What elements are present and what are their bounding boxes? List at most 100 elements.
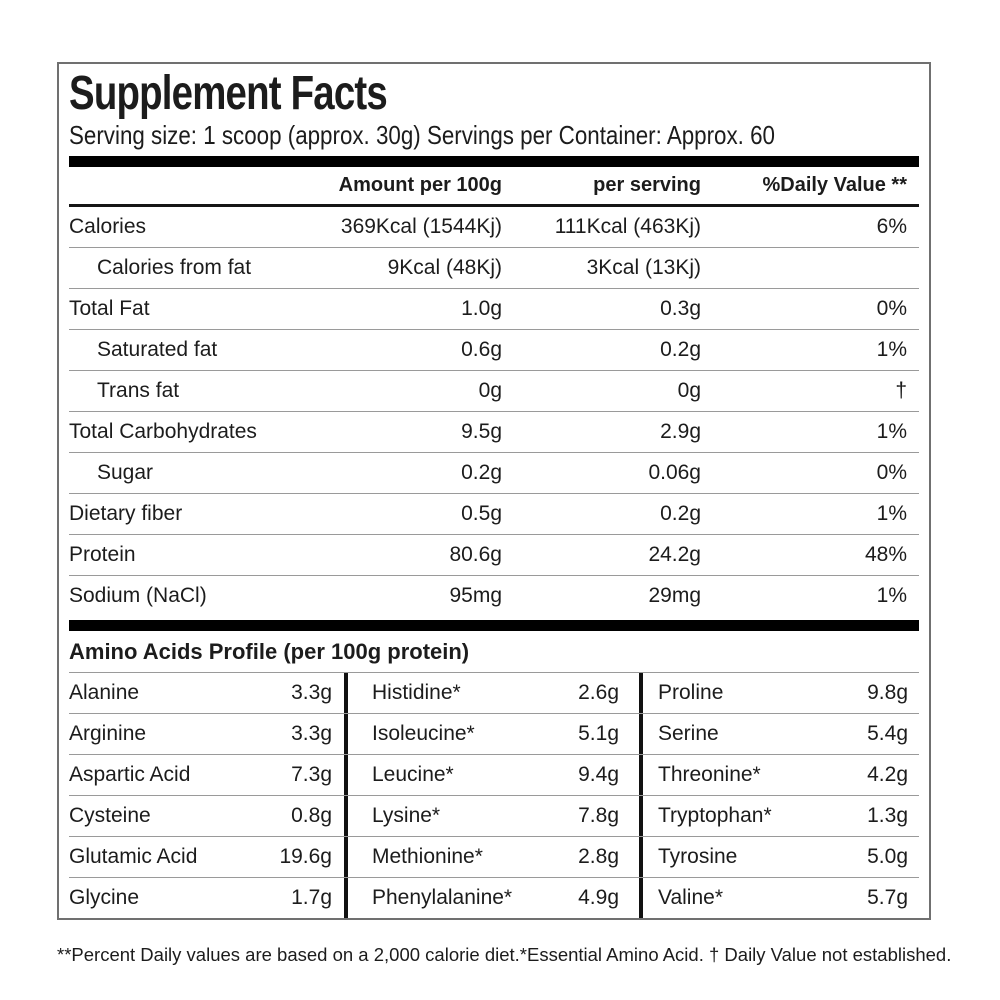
serving-info: Serving size: 1 scoop (approx. 30g) Serv… — [69, 120, 775, 150]
amount-per-100g: 9Kcal (48Kj) — [387, 256, 502, 279]
amino-name: Valine* — [658, 886, 723, 909]
table-row: Sodium (NaCl) 95mg 29mg 1% — [69, 576, 919, 616]
daily-value: 0% — [876, 461, 907, 484]
amino-cell: Glycine 1.7g — [69, 878, 344, 918]
amino-cell: Methionine* 2.8g — [344, 837, 639, 877]
amino-cell: Lysine* 7.8g — [344, 796, 639, 836]
amino-cell: Alanine 3.3g — [69, 673, 344, 713]
table-row: Protein 80.6g 24.2g 48% — [69, 535, 919, 576]
amount-per-serving: 0.3g — [660, 297, 701, 320]
amino-cell: Aspartic Acid 7.3g — [69, 755, 344, 795]
amino-name: Glycine — [69, 886, 140, 909]
amount-per-serving: 111Kcal (463Kj) — [554, 215, 701, 238]
table-row: Total Fat 1.0g 0.3g 0% — [69, 289, 919, 330]
amino-value: 5.1g — [578, 722, 619, 745]
supplement-facts-label: Supplement Facts Serving size: 1 scoop (… — [57, 62, 931, 920]
amino-value: 3.3g — [291, 681, 332, 704]
amino-value: 0.8g — [291, 804, 332, 827]
amino-name: Arginine — [69, 722, 147, 745]
amino-value: 9.8g — [867, 681, 908, 704]
nutrient-name: Calories from fat — [97, 256, 252, 279]
amino-row: Cysteine 0.8g Lysine* 7.8g Tryptophan* 1.3g — [69, 796, 919, 837]
amino-value: 2.8g — [578, 845, 619, 868]
amino-name: Tyrosine — [658, 845, 738, 868]
daily-value: 1% — [876, 502, 907, 525]
amino-name: Serine — [658, 722, 719, 745]
divider-bar — [69, 156, 919, 167]
amino-cell: Proline 9.8g — [639, 673, 919, 713]
amount-per-serving: 29mg — [648, 584, 701, 607]
amount-per-serving: 2.9g — [660, 420, 701, 443]
nutrient-name: Calories — [69, 215, 147, 238]
footnote: **Percent Daily values are based on a 2,… — [57, 944, 952, 965]
amino-row: Aspartic Acid 7.3g Leucine* 9.4g Threonine… — [69, 755, 919, 796]
amino-cell: Arginine 3.3g — [69, 714, 344, 754]
table-row: Calories 369Kcal (1544Kj) 111Kcal (463Kj… — [69, 207, 919, 248]
amount-per-100g: 0.2g — [461, 461, 502, 484]
amount-per-100g: 95mg — [449, 584, 502, 607]
table-row: Dietary fiber 0.5g 0.2g 1% — [69, 494, 919, 535]
page-content: Supplement Facts Serving size: 1 scoop (… — [57, 62, 952, 966]
amount-per-100g: 0.5g — [461, 502, 502, 525]
nutrient-name: Total Fat — [69, 297, 150, 320]
amount-per-100g: 80.6g — [449, 543, 502, 566]
daily-value: 1% — [876, 420, 907, 443]
daily-value: 0% — [876, 297, 907, 320]
nutrient-name: Total Carbohydrates — [69, 420, 257, 443]
daily-value: 1% — [876, 584, 907, 607]
amount-per-100g: 0.6g — [461, 338, 502, 361]
amount-per-serving: 3Kcal (13Kj) — [586, 256, 701, 279]
amino-acids-table: Alanine 3.3g Histidine* 2.6g Proline 9.8g A… — [69, 672, 919, 918]
amount-per-100g: 9.5g — [461, 420, 502, 443]
amino-cell: Cysteine 0.8g — [69, 796, 344, 836]
amino-row: Glycine 1.7g Phenylalanine* 4.9g Valine* 5.… — [69, 878, 919, 918]
divider-bar — [69, 620, 919, 631]
amino-cell: Tryptophan* 1.3g — [639, 796, 919, 836]
table-row: Saturated fat 0.6g 0.2g 1% — [69, 330, 919, 371]
daily-value: 6% — [876, 215, 907, 238]
table-row: Sugar 0.2g 0.06g 0% — [69, 453, 919, 494]
amino-name: Lysine* — [372, 804, 441, 827]
amino-name: Histidine* — [372, 681, 461, 704]
amino-name: Methionine* — [372, 845, 483, 868]
table-row: Trans fat 0g 0g † — [69, 371, 919, 412]
daily-value: 1% — [876, 338, 907, 361]
amount-per-serving: 0.06g — [648, 461, 701, 484]
amino-cell: Histidine* 2.6g — [344, 673, 639, 713]
amount-per-serving: 0.2g — [660, 502, 701, 525]
amino-name: Threonine* — [658, 763, 761, 786]
amino-value: 5.4g — [867, 722, 908, 745]
amino-cell: Glutamic Acid 19.6g — [69, 837, 344, 877]
nutrient-name: Sugar — [97, 461, 154, 484]
amino-value: 19.6g — [279, 845, 332, 868]
nutrient-name: Trans fat — [97, 379, 180, 402]
table-row: Calories from fat 9Kcal (48Kj) 3Kcal (13… — [69, 248, 919, 289]
amino-value: 4.2g — [867, 763, 908, 786]
amino-value: 5.0g — [867, 845, 908, 868]
column-header-row: Amount per 100g per serving %Daily Value… — [69, 167, 919, 207]
amino-name: Phenylalanine* — [372, 886, 513, 909]
amino-name: Alanine — [69, 681, 140, 704]
amount-per-100g: 0g — [478, 379, 502, 402]
amino-value: 7.8g — [578, 804, 619, 827]
amount-per-serving: 24.2g — [648, 543, 701, 566]
amino-value: 1.7g — [291, 886, 332, 909]
amino-row: Arginine 3.3g Isoleucine* 5.1g Serine 5.4g — [69, 714, 919, 755]
amino-cell: Phenylalanine* 4.9g — [344, 878, 639, 918]
daily-value: 48% — [864, 543, 907, 566]
amount-per-100g: 1.0g — [461, 297, 502, 320]
nutrient-name: Dietary fiber — [69, 502, 183, 525]
nutrient-name: Protein — [69, 543, 136, 566]
amino-name: Isoleucine* — [372, 722, 475, 745]
amount-per-serving: 0.2g — [660, 338, 701, 361]
amino-row: Glutamic Acid 19.6g Methionine* 2.8g Tyros… — [69, 837, 919, 878]
amino-profile-heading: Amino Acids Profile (per 100g protein) — [69, 639, 470, 664]
amino-name: Leucine* — [372, 763, 454, 786]
column-header-daily-value: %Daily Value ** — [762, 174, 907, 196]
amount-per-serving: 0g — [677, 379, 701, 402]
amino-name: Proline — [658, 681, 724, 704]
amino-name: Glutamic Acid — [69, 845, 198, 868]
amino-cell: Tyrosine 5.0g — [639, 837, 919, 877]
amino-cell: Valine* 5.7g — [639, 878, 919, 918]
amino-name: Aspartic Acid — [69, 763, 191, 786]
